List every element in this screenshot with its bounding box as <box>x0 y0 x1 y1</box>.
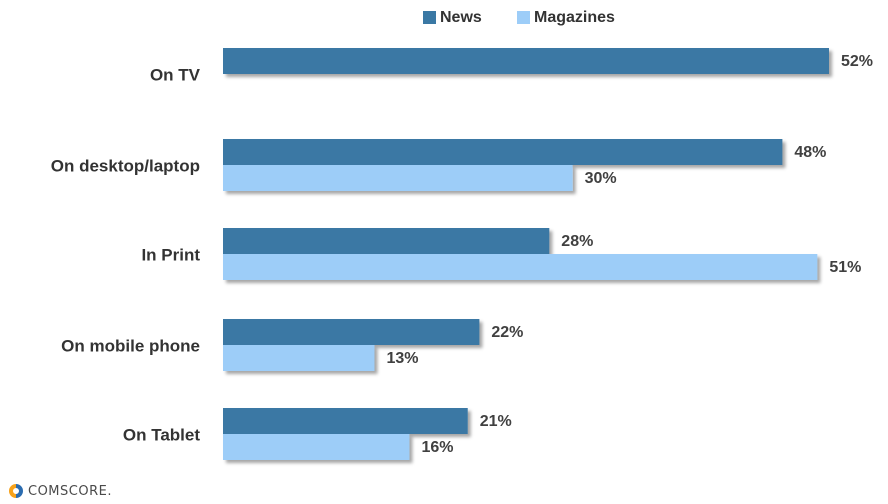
data-label-magazines: 16% <box>421 439 453 456</box>
legend-swatch-magazines <box>517 11 530 24</box>
bar-chart: News Magazines On TV On desktop/laptop In P… <box>51 9 874 460</box>
bar-news <box>223 228 550 254</box>
value-labels: 52% 48% 30% 28% 51% 22% 13% 21% 16% <box>387 53 874 456</box>
data-label-magazines: 30% <box>585 170 617 187</box>
data-label-news: 22% <box>491 324 523 341</box>
data-label-magazines: 13% <box>387 350 419 367</box>
legend: News Magazines <box>423 9 615 26</box>
brand-logo: comScore. <box>8 482 112 500</box>
bar-magazines <box>223 434 410 460</box>
category-label: In Print <box>141 245 200 264</box>
brand-name: comScore. <box>28 483 112 499</box>
category-labels: On TV On desktop/laptop In Print On mobile … <box>51 65 201 444</box>
bar-news <box>223 408 468 434</box>
category-label: On desktop/laptop <box>51 156 200 175</box>
category-label: On mobile phone <box>61 336 200 355</box>
data-label-news: 21% <box>480 413 512 430</box>
bars-group <box>223 48 829 460</box>
legend-swatch-news <box>423 11 436 24</box>
comscore-logo-icon <box>9 484 23 498</box>
bar-news <box>223 319 480 345</box>
bar-magazines <box>223 254 818 280</box>
bar-news <box>223 139 783 165</box>
data-label-news: 28% <box>561 233 593 250</box>
bar-news <box>223 48 829 74</box>
legend-label-magazines: Magazines <box>534 9 615 26</box>
bar-magazines <box>223 345 375 371</box>
bar-magazines <box>223 165 573 191</box>
legend-label-news: News <box>440 9 482 26</box>
data-label-magazines: 51% <box>829 259 861 276</box>
category-label: On TV <box>150 65 201 84</box>
data-label-news: 52% <box>841 53 873 70</box>
data-label-news: 48% <box>794 144 826 161</box>
category-label: On Tablet <box>123 425 200 444</box>
